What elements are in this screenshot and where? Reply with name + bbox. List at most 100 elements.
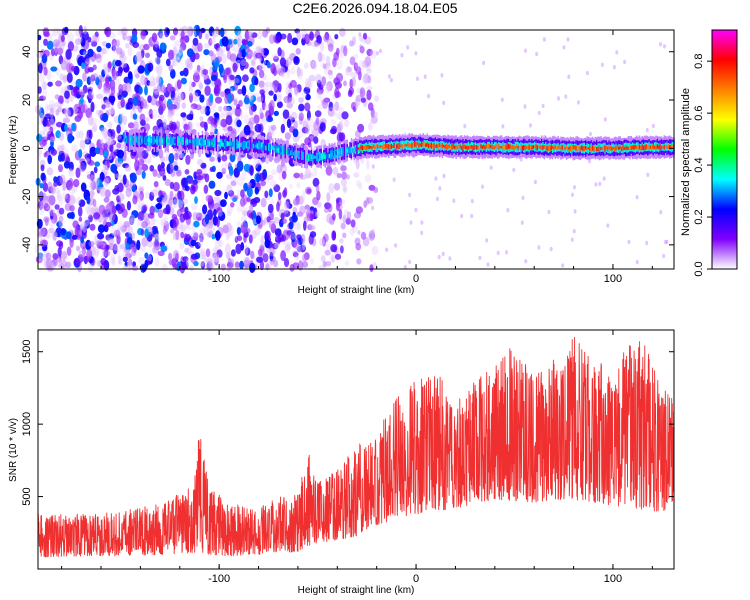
spectrogram-cell xyxy=(102,86,110,97)
spectrogram-cell xyxy=(351,36,357,46)
spectrogram-cell xyxy=(623,59,627,65)
spectrogram-cell xyxy=(122,115,127,126)
spectrogram-cell xyxy=(231,107,236,115)
spectrogram-cell xyxy=(207,117,215,125)
spectrogram-cell xyxy=(266,216,271,223)
spectrogram-cell xyxy=(283,201,290,210)
spectrogram-cell xyxy=(283,210,291,218)
spectrogram-cell xyxy=(172,232,177,241)
spectrogram-cell xyxy=(116,142,121,149)
spectrogram-ridge-cell xyxy=(130,137,132,141)
spectrogram-ridge-cell xyxy=(647,144,649,150)
spectrogram-cell xyxy=(339,199,346,205)
spectrogram-ridge-cell xyxy=(221,140,223,146)
spectrogram-cell xyxy=(122,163,129,169)
spectrogram-cell xyxy=(135,51,143,62)
spectrogram-cell xyxy=(313,42,321,48)
spectrogram-cell xyxy=(110,163,118,173)
spectrogram-cell xyxy=(52,232,57,241)
spectrogram-ridge-cell xyxy=(182,138,184,144)
spectrogram-cell xyxy=(237,88,243,95)
spectrogram-cell xyxy=(184,169,190,175)
spectrogram-ridge-cell xyxy=(225,138,227,148)
spectrogram-ridge-cell xyxy=(367,145,369,149)
spectrogram-cell xyxy=(237,176,244,187)
spectrogram-cell xyxy=(438,186,442,191)
spectrogram-cell xyxy=(84,216,90,227)
spectrogram-cell xyxy=(98,241,103,250)
spectrogram-ridge-cell xyxy=(170,137,172,144)
spectrogram-cell xyxy=(157,164,162,172)
spectrogram-cell xyxy=(177,92,184,102)
spectrogram-cell xyxy=(88,214,93,223)
spectrogram-cell xyxy=(54,101,62,108)
spectrogram-cell xyxy=(225,161,232,167)
spectrogram-ridge-cell xyxy=(540,145,543,150)
spectrogram-ridge-cell xyxy=(257,143,259,149)
spectrogram-cell xyxy=(274,35,281,44)
spectrogram-cell xyxy=(111,38,118,48)
spectrogram-cell xyxy=(316,34,322,45)
spectrogram-ridge-cell xyxy=(241,141,244,149)
spectrogram-cell xyxy=(92,73,98,80)
spectrogram-cell xyxy=(301,233,306,245)
spectrogram-cell xyxy=(81,62,86,69)
spectrogram-ridge-cell xyxy=(626,146,628,150)
spectrogram-cell xyxy=(59,73,64,81)
spectrogram-ridge-cell xyxy=(496,144,499,150)
spectrogram-cell xyxy=(139,113,146,122)
spectrogram-cell xyxy=(368,122,373,131)
spectrogram-cell xyxy=(120,97,125,108)
spectrogram-cell xyxy=(104,189,111,199)
spectrogram-cell xyxy=(248,204,254,215)
spectrogram-cell xyxy=(138,86,143,95)
spectrogram-cell xyxy=(119,54,127,63)
spectrogram-cell xyxy=(254,77,259,86)
spectrogram-ridge-cell xyxy=(222,142,224,147)
snr-xlabel: Height of straight line (km) xyxy=(298,585,415,596)
spectrogram-cell xyxy=(168,153,175,164)
spectrogram-cell xyxy=(136,204,142,212)
spectrogram-ridge-cell xyxy=(229,140,231,146)
spectrogram-cell xyxy=(141,163,149,172)
spectrogram-cell xyxy=(210,38,216,44)
spectrogram-cell xyxy=(364,56,372,67)
spectrogram-cell xyxy=(102,112,109,123)
spectrogram-cell xyxy=(216,207,223,214)
spectrogram-cell xyxy=(116,233,121,245)
spectrogram-cell xyxy=(289,183,293,190)
spectrogram-cell xyxy=(39,95,46,101)
spectrogram-cell xyxy=(217,210,223,217)
spectrogram-ridge-cell xyxy=(166,137,168,144)
spectrogram-cell xyxy=(292,128,299,138)
spectrogram-ridge-cell xyxy=(502,144,504,150)
spectrogram-ridge-cell xyxy=(494,145,496,150)
spectrogram-cell xyxy=(96,45,102,53)
spectrogram-cell xyxy=(152,228,158,235)
spectrogram-cell xyxy=(409,220,413,225)
spectrogram-cell xyxy=(145,52,150,59)
spectrogram-cell xyxy=(88,129,93,140)
spectrogram-heatmap xyxy=(34,24,675,274)
spectrogram-ridge-cell xyxy=(382,144,384,150)
spectrogram-cell xyxy=(293,120,298,130)
spectrogram-cell xyxy=(173,40,180,47)
spectrogram-ridge-cell xyxy=(473,144,475,150)
spectrogram-cell xyxy=(663,44,666,49)
spectrogram-ridge-cell xyxy=(345,147,347,156)
spectrogram-cell xyxy=(208,37,213,46)
spectrogram-cell xyxy=(334,101,340,112)
spectrogram-ridge-cell xyxy=(368,145,371,150)
spectrogram-ridge-cell xyxy=(139,138,142,144)
spectrogram-ridge-cell xyxy=(255,144,258,148)
spectrogram-ytick-label: 0 xyxy=(21,145,33,151)
spectrogram-cell xyxy=(360,231,367,240)
spectrogram-cell xyxy=(149,205,155,216)
spectrogram-cell xyxy=(288,221,294,230)
spectrogram-cell xyxy=(297,130,304,139)
spectrogram-ridge-cell xyxy=(414,141,416,147)
spectrogram-cell xyxy=(140,48,145,59)
spectrogram-cell xyxy=(89,74,94,85)
spectrogram-cell xyxy=(37,231,44,238)
spectrogram-cell xyxy=(112,42,117,53)
